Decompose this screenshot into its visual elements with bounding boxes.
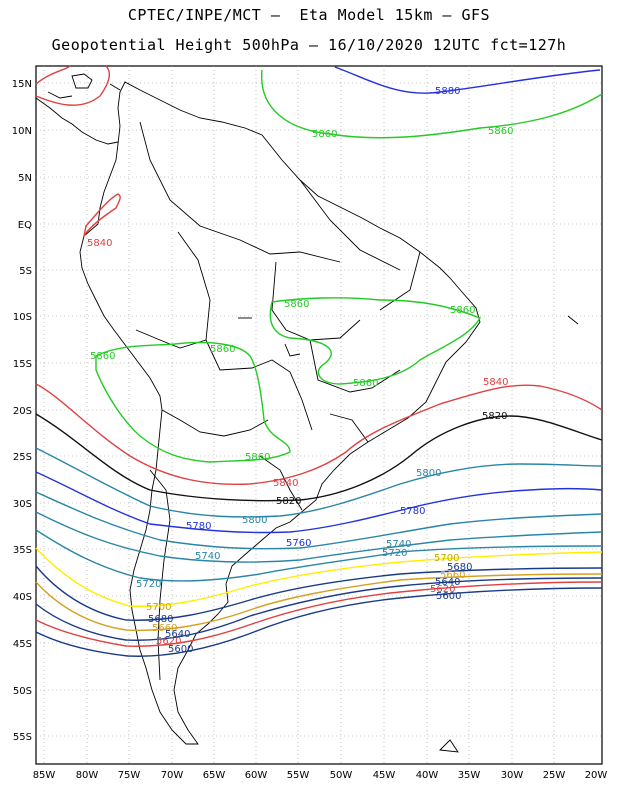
contour-label: 5860	[353, 378, 378, 389]
lat-label: 55S	[13, 732, 32, 743]
lon-label: 85W	[33, 770, 56, 781]
contour-lines	[35, 65, 603, 657]
lat-label: 25S	[13, 452, 32, 463]
contour-label: 5820	[482, 411, 507, 422]
contour-label: 5860	[450, 305, 475, 316]
coastline	[35, 73, 579, 753]
lat-label: EQ	[18, 220, 32, 231]
lon-label: 30W	[501, 770, 524, 781]
chart-title-line1: CPTEC/INPE/MCT – Eta Model 15km – GFS	[127, 6, 491, 24]
contour-label: 5740	[386, 539, 411, 550]
lat-label: 15N	[12, 79, 32, 90]
lon-label: 80W	[76, 770, 99, 781]
contour-label: 5860	[90, 351, 115, 362]
contour-label: 5600	[436, 591, 461, 602]
plot-frame	[35, 65, 603, 765]
lat-label: 15S	[13, 359, 32, 370]
latitude-labels: 15N 10N 5N EQ 5S 10S 15S 20S 25S 30S 35S…	[12, 79, 32, 743]
lat-label: 45S	[13, 639, 32, 650]
grid	[36, 66, 602, 764]
lat-label: 10S	[13, 312, 32, 323]
contour-label: 5680	[148, 614, 173, 625]
lon-label: 35W	[458, 770, 481, 781]
lat-label: 35S	[13, 545, 32, 556]
lon-label: 20W	[585, 770, 608, 781]
contour-label: 5700	[146, 602, 171, 613]
lon-label: 55W	[287, 770, 310, 781]
lat-label: 5N	[18, 173, 32, 184]
contour-label: 5860	[488, 126, 513, 137]
lon-label: 60W	[245, 770, 268, 781]
contour-label: 5640	[435, 577, 460, 588]
lat-label: 20S	[13, 406, 32, 417]
chart-title-line2: Geopotential Height 500hPa – 16/10/2020 …	[51, 36, 567, 54]
contour-label: 5680	[447, 562, 472, 573]
contour-label: 5640	[165, 629, 190, 640]
contour-label: 5720	[136, 579, 161, 590]
lat-label: 30S	[13, 499, 32, 510]
lon-label: 50W	[330, 770, 353, 781]
contour-label: 5880	[435, 86, 460, 97]
contour-label: 5760	[286, 538, 311, 549]
contour-label: 5820	[276, 496, 301, 507]
contour-label: 5620	[156, 636, 181, 647]
lon-label: 25W	[543, 770, 566, 781]
contour-label: 5700	[434, 553, 459, 564]
lon-label: 75W	[118, 770, 141, 781]
contour-label: 5780	[400, 506, 425, 517]
contour-label: 5600	[168, 644, 193, 655]
contour-label: 5840	[87, 238, 112, 249]
lat-label: 40S	[13, 592, 32, 603]
lat-label: 5S	[19, 266, 32, 277]
contour-label: 5660	[440, 570, 465, 581]
lat-label: 50S	[13, 686, 32, 697]
contour-label: 5660	[152, 623, 177, 634]
contour-label: 5860	[312, 129, 337, 140]
contour-label: 5800	[242, 515, 267, 526]
contour-label: 5860	[284, 299, 309, 310]
contour-label: 5620	[430, 584, 455, 595]
contour-label: 5840	[483, 377, 508, 388]
lat-label: 10N	[12, 126, 32, 137]
lon-label: 40W	[416, 770, 439, 781]
contour-label: 5800	[416, 468, 441, 479]
contour-label: 5740	[195, 551, 220, 562]
lon-label: 70W	[161, 770, 184, 781]
contour-label: 5720	[382, 548, 407, 559]
contour-label: 5860	[245, 452, 270, 463]
longitude-labels: 85W 80W 75W 70W 65W 60W 55W 50W 45W 40W …	[33, 770, 608, 781]
contour-labels: 5880 5860 5860 5840 5860 5860 5860 5860 …	[87, 86, 513, 655]
lon-label: 45W	[373, 770, 396, 781]
contour-label: 5780	[186, 521, 211, 532]
contour-label: 5860	[210, 344, 235, 355]
lon-label: 65W	[203, 770, 226, 781]
contour-label: 5840	[273, 478, 298, 489]
